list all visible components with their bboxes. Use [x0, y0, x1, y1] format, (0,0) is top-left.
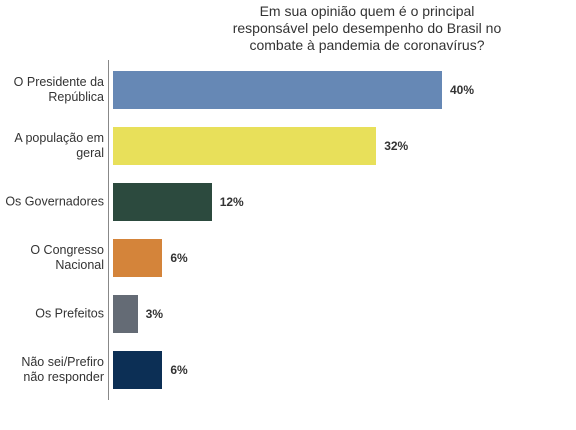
- data-label: 12%: [219, 195, 244, 209]
- bar: [113, 71, 442, 109]
- data-label: 6%: [170, 251, 188, 265]
- category-label: O Congresso Nacional: [30, 243, 104, 272]
- bar: [113, 183, 212, 221]
- chart-title: Em sua opinião quem é o principal respon…: [232, 3, 502, 53]
- bar: [113, 351, 163, 389]
- category-label: Os Prefeitos: [35, 306, 104, 321]
- bar: [113, 295, 138, 333]
- bar: [113, 127, 377, 165]
- data-label: 40%: [450, 83, 475, 97]
- data-label: 3%: [145, 307, 164, 321]
- data-label: 32%: [384, 139, 409, 153]
- category-label: O Presidente da República: [13, 75, 104, 104]
- category-label: Não sei/Prefiro não responder: [21, 355, 104, 384]
- data-label: 6%: [170, 363, 188, 377]
- category-label: Os Governadores: [5, 194, 104, 209]
- bar: [113, 239, 163, 277]
- axis-line: [108, 60, 109, 400]
- category-label: A população em geral: [14, 131, 104, 160]
